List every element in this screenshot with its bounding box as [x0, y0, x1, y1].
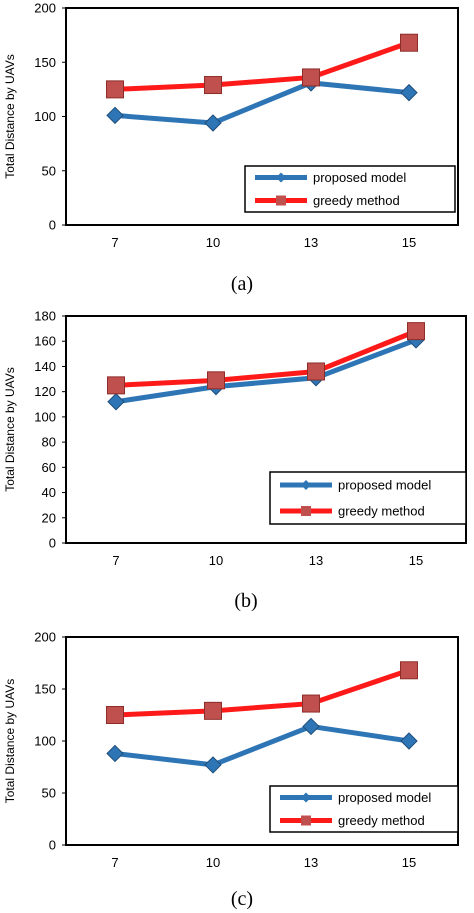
data-point-diamond	[106, 744, 124, 763]
legend-label: greedy method	[313, 193, 400, 208]
data-point-square	[204, 701, 222, 720]
legend-label: proposed model	[338, 478, 431, 493]
y-tick-label: 100	[34, 109, 56, 124]
y-tick-label: 120	[34, 384, 56, 399]
chart-1: 0 20 40 60 80 100 120 140 160 180 7 10 13 15 Total Dis…	[3, 309, 467, 612]
x-tick-label: 7	[112, 553, 119, 568]
y-tick-label: 160	[34, 334, 56, 349]
subfigure-caption: (b)	[234, 590, 257, 612]
legend-swatch-diamond	[276, 172, 286, 183]
legend-label: greedy method	[338, 813, 425, 828]
data-point-square	[107, 376, 125, 395]
x-tick-label: 10	[209, 553, 223, 568]
data-point-square	[307, 362, 325, 381]
series-line-proposed	[114, 723, 410, 768]
chart-0: 0 50 100 150 200 7 10 13 15 Total Distance by UAV…	[3, 1, 459, 295]
legend: proposed model greedy method	[269, 785, 459, 833]
data-point-diamond	[302, 717, 320, 736]
y-tick-label: 50	[42, 163, 56, 178]
series-line-greedy	[114, 667, 410, 718]
subfigure-caption: (c)	[231, 888, 253, 910]
data-point-diamond	[107, 393, 125, 411]
legend-swatch-square	[301, 506, 311, 516]
data-point-square	[407, 322, 425, 341]
data-point-square	[302, 694, 320, 713]
x-tick-label: 7	[111, 235, 118, 250]
x-tick-label: 15	[402, 235, 416, 250]
series-line-proposed	[114, 80, 410, 126]
series-line-proposed	[115, 337, 417, 405]
data-point-square	[106, 706, 124, 724]
data-point-square	[207, 371, 225, 390]
y-axis-label: Total Distance by UAVs	[3, 367, 17, 492]
series-line-greedy	[114, 40, 410, 92]
y-tick-label: 150	[34, 55, 56, 70]
data-point-square	[204, 76, 222, 95]
data-point-square	[302, 68, 320, 87]
x-tick-label: 10	[206, 855, 220, 870]
legend: proposed model greedy method	[269, 471, 467, 525]
data-point-diamond	[204, 114, 222, 132]
data-point-diamond	[204, 756, 222, 774]
series-line-greedy	[115, 328, 417, 388]
legend-label: proposed model	[313, 170, 406, 185]
x-tick-label: 15	[402, 855, 416, 870]
y-tick-label: 50	[42, 786, 56, 801]
x-tick-label: 13	[309, 553, 323, 568]
plot-frame	[65, 315, 467, 544]
y-tick-label: 80	[42, 435, 56, 450]
y-tick-label: 0	[49, 536, 56, 551]
y-tick-label: 180	[34, 309, 56, 324]
subfigure-caption: (a)	[231, 273, 253, 295]
y-axis-label: Total Distance by UAVs	[3, 679, 17, 804]
x-tick-label: 15	[409, 553, 423, 568]
y-tick-label: 100	[34, 409, 56, 424]
x-tick-label: 7	[111, 855, 118, 870]
y-tick-label: 60	[42, 460, 56, 475]
data-point-diamond	[106, 106, 124, 125]
x-tick-label: 13	[304, 235, 318, 250]
legend-swatch-square	[276, 195, 286, 206]
y-tick-label: 200	[34, 630, 56, 645]
data-point-square	[400, 661, 418, 680]
y-tick-label: 0	[49, 838, 56, 853]
legend-swatch-diamond	[301, 792, 311, 803]
legend-label: proposed model	[338, 790, 431, 805]
y-tick-label: 200	[34, 1, 56, 16]
data-point-diamond	[400, 732, 418, 750]
y-tick-label: 100	[34, 734, 56, 749]
y-tick-label: 140	[34, 359, 56, 374]
y-tick-label: 20	[42, 510, 56, 525]
y-tick-label: 0	[49, 218, 56, 233]
data-point-square	[400, 33, 418, 52]
data-point-square	[106, 80, 124, 99]
y-axis-label: Total Distance by UAVs	[3, 54, 17, 179]
x-tick-label: 10	[206, 235, 220, 250]
legend: proposed model greedy method	[244, 165, 456, 213]
legend-label: greedy method	[338, 504, 425, 519]
chart-2: 0 50 100 150 200 7 10 13 15 Total Distance by UAV…	[3, 630, 459, 910]
legend-swatch-square	[301, 815, 311, 826]
data-point-diamond	[400, 83, 418, 102]
legend-swatch-diamond	[301, 480, 311, 490]
y-tick-label: 40	[42, 485, 56, 500]
x-tick-label: 13	[304, 855, 318, 870]
y-tick-label: 150	[34, 682, 56, 697]
